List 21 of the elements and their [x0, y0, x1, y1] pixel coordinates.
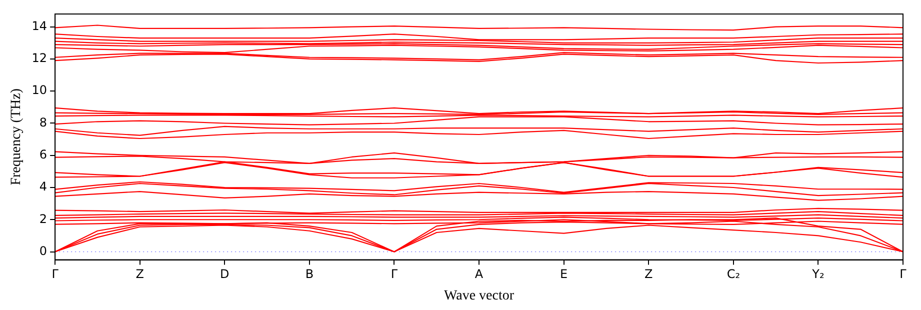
- y-tick-label: 2: [39, 212, 48, 226]
- x-tick-label: E: [560, 267, 568, 282]
- x-tick-label: Γ: [900, 267, 907, 282]
- x-tick-label: Γ: [390, 267, 398, 282]
- x-tick-label: A: [474, 267, 484, 282]
- x-tick-label: Γ: [52, 267, 59, 282]
- y-tick-label: 14: [32, 18, 48, 33]
- y-axis-title: Frequency (THz): [9, 88, 24, 186]
- x-tick-label: C₂: [726, 267, 740, 282]
- y-tick-label: 6: [39, 148, 48, 162]
- y-tick-label: 0: [39, 244, 48, 258]
- y-tick-label: 4: [39, 180, 48, 194]
- y-tick-label: 8: [39, 115, 48, 130]
- x-tick-label: Z: [136, 267, 144, 282]
- y-tick-label: 12: [32, 51, 48, 66]
- x-axis-title: Wave vector: [444, 288, 514, 304]
- y-tick-label: 10: [32, 83, 48, 98]
- x-tick-label: B: [305, 267, 314, 282]
- x-tick-label: Z: [644, 267, 653, 282]
- x-tick-label: D: [220, 267, 230, 282]
- x-tick-label: Y₂: [811, 267, 824, 282]
